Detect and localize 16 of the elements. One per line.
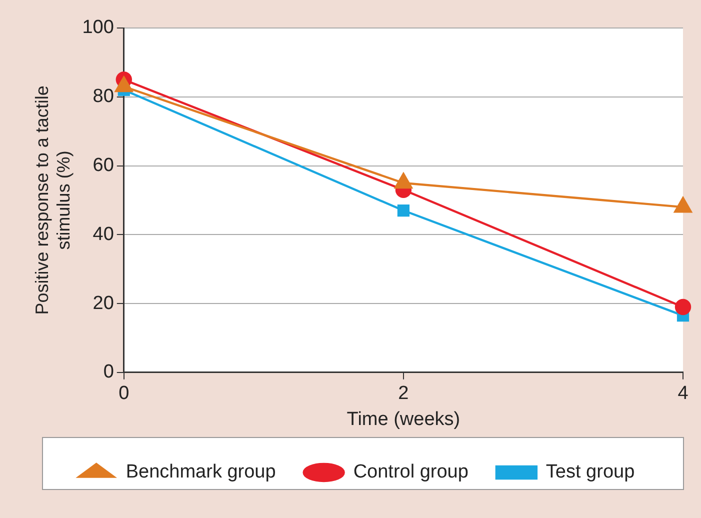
- legend-label: Control group: [353, 462, 468, 483]
- y-tick-label: 40: [92, 224, 114, 245]
- y-tick-label: 20: [92, 292, 114, 314]
- point: [674, 298, 692, 316]
- legend-label: Test group: [546, 462, 635, 483]
- x-axis-title: Time (weeks): [346, 408, 460, 430]
- y-axis-title: Positive response to a tactile stimulus (%): [32, 86, 74, 315]
- y-tick-label: 80: [92, 86, 114, 108]
- x-tick-label: 4: [678, 383, 689, 404]
- point: [397, 204, 410, 217]
- x-tick-label: 2: [398, 383, 409, 404]
- x-tick-label: 0: [118, 383, 130, 404]
- legend-label: Benchmark group: [126, 462, 276, 483]
- y-tick-label: 100: [82, 17, 114, 38]
- y-tick-label: 0: [103, 362, 114, 383]
- y-tick-label: 60: [92, 154, 114, 176]
